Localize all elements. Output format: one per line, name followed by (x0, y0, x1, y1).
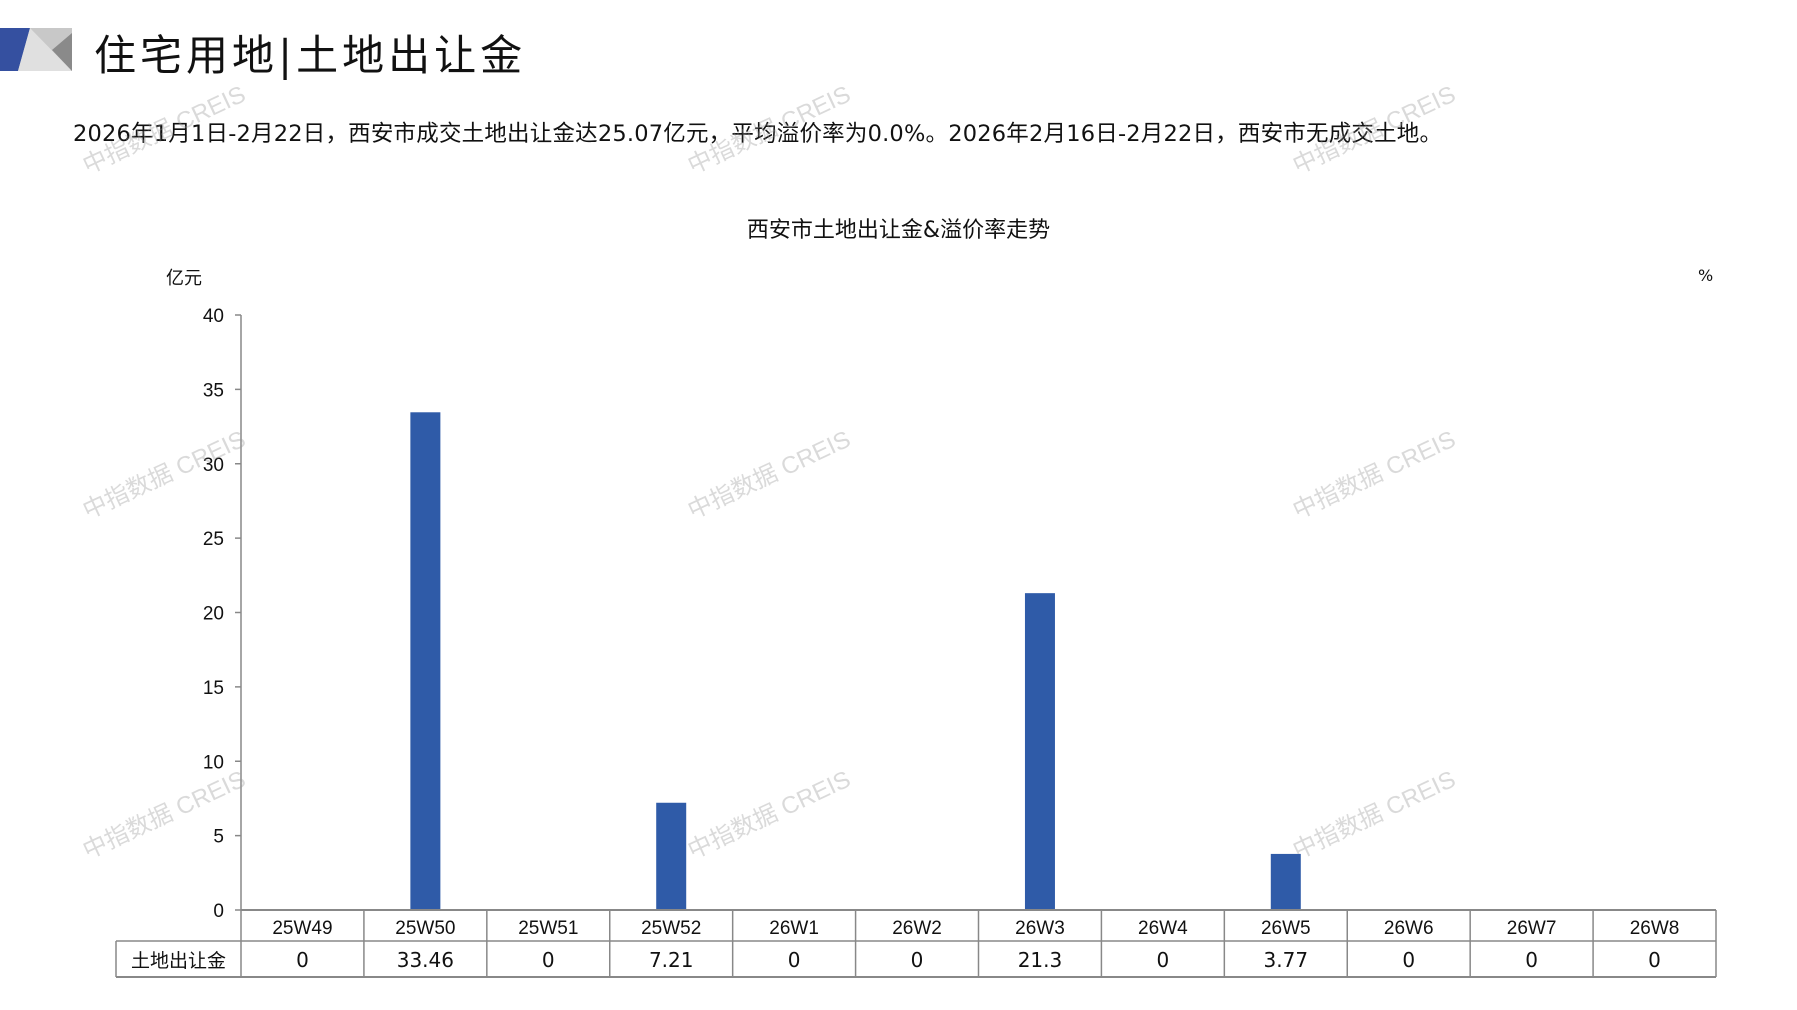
data-table-value: 0 (1157, 948, 1170, 972)
section-logo (0, 28, 72, 71)
data-table-value: 0 (911, 948, 924, 972)
data-table-value: 3.77 (1264, 948, 1309, 972)
x-tick-label: 26W3 (1015, 918, 1065, 939)
x-tick-label: 25W51 (518, 918, 578, 939)
y-tick-label: 15 (203, 678, 224, 699)
y-tick-label: 25 (203, 529, 224, 550)
legend-series-name: 土地出让金 (131, 950, 226, 972)
x-tick-label: 26W5 (1261, 918, 1311, 939)
data-table-value: 0 (296, 948, 309, 972)
data-table-value: 33.46 (397, 948, 454, 972)
data-table-value: 0 (542, 948, 555, 972)
y-axis-unit: 亿元 (166, 268, 202, 289)
y-tick-label: 40 (203, 306, 224, 327)
chart-title: 西安市土地出让金&溢价率走势 (746, 218, 1051, 243)
bar-26W3 (1024, 593, 1055, 910)
data-table-value: 0 (1402, 948, 1415, 972)
x-tick-label: 25W52 (641, 918, 701, 939)
data-table-value: 0 (1648, 948, 1661, 972)
x-tick-label: 26W6 (1384, 918, 1434, 939)
y-tick-label: 30 (203, 455, 224, 476)
y-tick-label: 5 (213, 827, 224, 848)
bar-25W50 (410, 412, 441, 910)
x-tick-label: 25W49 (272, 918, 332, 939)
data-table-value: 7.21 (649, 948, 694, 972)
bar-26W5 (1270, 853, 1301, 910)
x-tick-label: 26W7 (1507, 918, 1557, 939)
y-tick-label: 20 (203, 604, 224, 625)
y2-axis-unit: % (1698, 266, 1714, 285)
x-tick-label: 26W2 (892, 918, 942, 939)
x-tick-label: 26W1 (769, 918, 819, 939)
x-tick-label: 26W4 (1138, 918, 1188, 939)
y-tick-label: 0 (213, 901, 224, 922)
x-tick-label: 25W50 (395, 918, 455, 939)
data-table-value: 0 (1525, 948, 1538, 972)
y-tick-label: 10 (203, 752, 224, 773)
page-title: 住宅用地|土地出让金 (94, 31, 527, 80)
data-table-value: 0 (788, 948, 801, 972)
bar-25W52 (656, 802, 687, 910)
y-tick-label: 35 (203, 380, 224, 401)
summary-text: 2026年1月1日-2月22日，西安市成交土地出让金达25.07亿元，平均溢价率… (73, 121, 1443, 147)
data-table-value: 21.3 (1018, 948, 1063, 972)
x-tick-label: 26W8 (1630, 918, 1680, 939)
